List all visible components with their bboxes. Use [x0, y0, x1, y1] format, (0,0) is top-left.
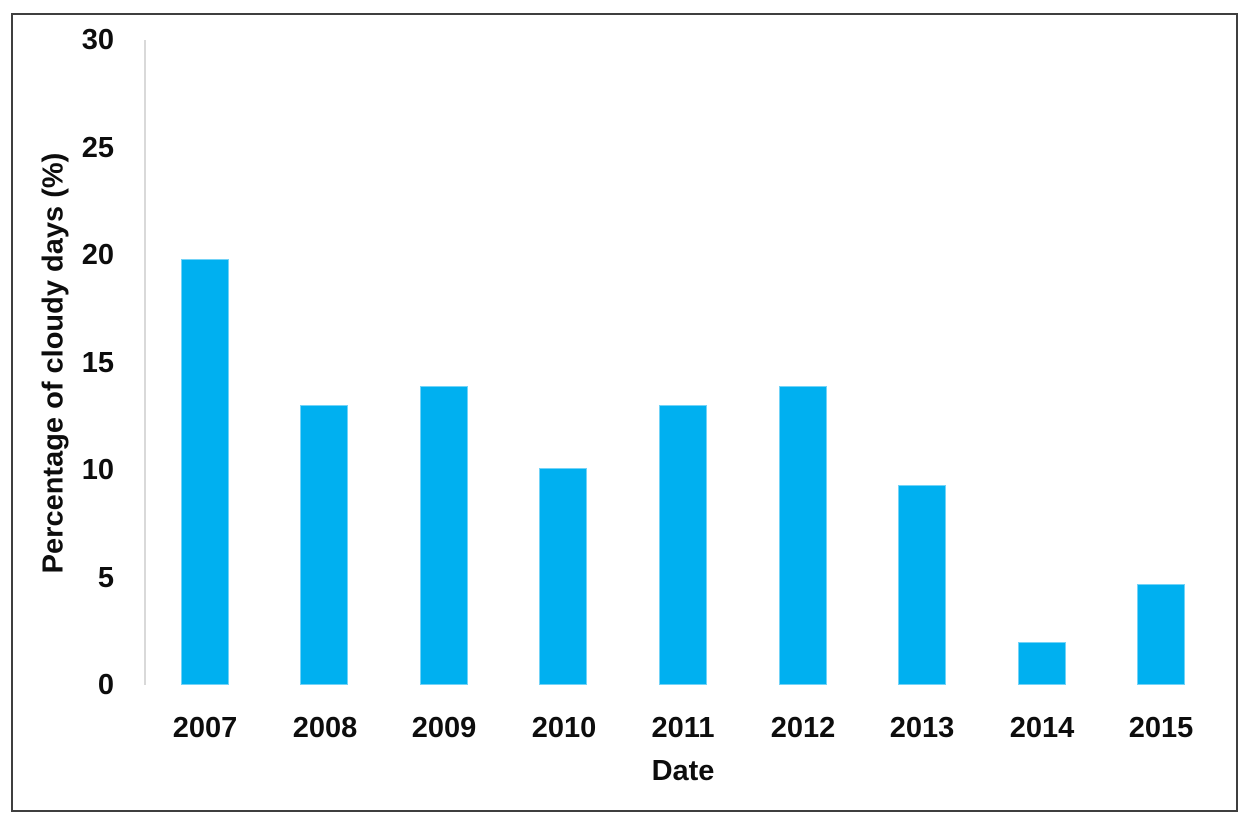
bar-2013 — [898, 485, 946, 685]
x-tick-label-2015: 2015 — [1128, 712, 1194, 744]
y-tick-label-30: 30 — [81, 24, 114, 56]
x-axis-title: Date — [651, 755, 715, 787]
bar-2015 — [1137, 584, 1185, 685]
x-tick-label-2013: 2013 — [889, 712, 955, 744]
x-tick-label-2009: 2009 — [411, 712, 477, 744]
x-tick-label-2012: 2012 — [770, 712, 836, 744]
y-tick-label-20: 20 — [81, 239, 114, 271]
y-tick-label-25: 25 — [81, 132, 114, 164]
y-tick-label-10: 10 — [81, 454, 114, 486]
y-axis-line — [144, 40, 146, 685]
bar-2008 — [300, 405, 348, 685]
bar-2009 — [420, 386, 468, 685]
x-tick-label-2010: 2010 — [531, 712, 597, 744]
bar-2007 — [181, 259, 229, 685]
bar-2014 — [1018, 642, 1066, 685]
x-tick-label-2011: 2011 — [651, 712, 715, 744]
chart-frame-border: 0 5 10 15 20 25 30 2007 2008 2009 2010 2011 2012 2013… — [11, 13, 1238, 812]
bar-2010 — [539, 468, 587, 685]
y-tick-label-5: 5 — [97, 562, 114, 594]
bar-2012 — [779, 386, 827, 685]
bar-2011 — [659, 405, 707, 685]
x-tick-label-2007: 2007 — [172, 712, 238, 744]
x-tick-label-2008: 2008 — [292, 712, 358, 744]
x-tick-label-2014: 2014 — [1009, 712, 1075, 744]
y-axis-title: Percentage of cloudy days (%) — [37, 152, 70, 574]
y-tick-label-0: 0 — [97, 669, 114, 701]
y-tick-label-15: 15 — [81, 347, 114, 379]
